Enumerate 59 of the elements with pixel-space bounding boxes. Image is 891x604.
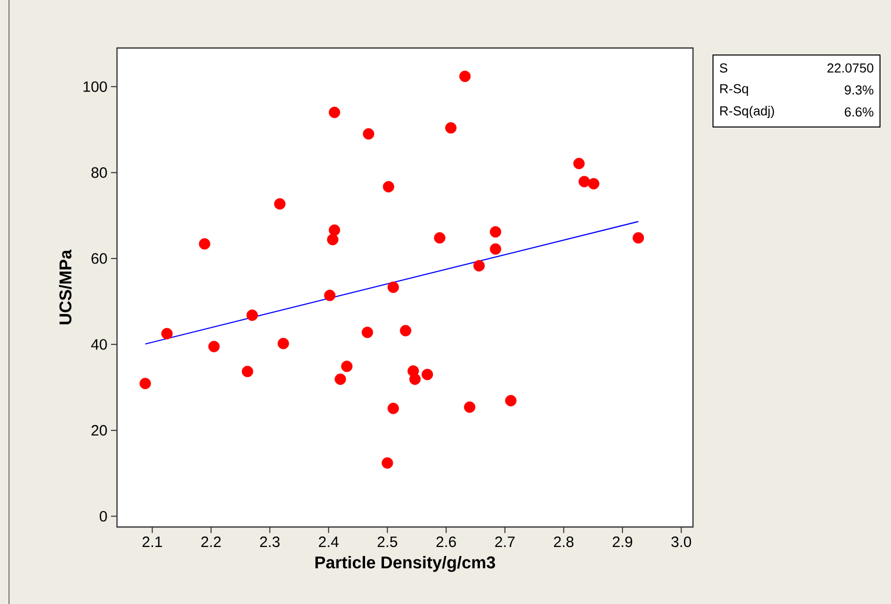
point	[328, 106, 340, 118]
point	[334, 374, 346, 385]
point	[242, 366, 254, 378]
point	[382, 181, 394, 192]
point	[505, 394, 516, 406]
text: R-Sq(adj)	[720, 106, 774, 118]
point	[246, 309, 258, 321]
point	[161, 328, 173, 340]
text: R-Sq	[720, 84, 748, 96]
point	[362, 326, 374, 338]
point	[464, 401, 476, 413]
point	[362, 128, 374, 140]
y-tick-label: 80	[91, 167, 107, 178]
point	[388, 402, 399, 414]
x-tick-label: 2.6	[436, 536, 456, 548]
point	[490, 226, 502, 238]
point	[632, 232, 644, 244]
x-tick-label: 2.1	[142, 536, 162, 547]
point	[140, 378, 151, 390]
text: S	[720, 63, 728, 73]
point	[445, 122, 457, 134]
point	[278, 338, 290, 350]
point	[459, 70, 471, 82]
x-tick-label: 2.9	[612, 536, 632, 548]
point	[573, 158, 585, 170]
point	[274, 198, 286, 210]
y-tick-label: 40	[91, 339, 107, 350]
point	[341, 360, 353, 372]
point	[422, 368, 434, 380]
point	[490, 243, 502, 255]
y-tick-label: 20	[92, 425, 107, 436]
point	[409, 374, 421, 385]
text: 22.0750	[827, 63, 874, 73]
x-tick-label: 2.7	[495, 536, 515, 547]
x-tick-label: 2.5	[378, 536, 398, 548]
point	[400, 324, 412, 336]
x-tick-label: 2.3	[260, 536, 280, 548]
point	[208, 340, 220, 352]
y-tick-label: 60	[92, 253, 107, 264]
point	[388, 282, 399, 293]
y-tick-label: 0	[100, 510, 107, 522]
text: 6.6%	[844, 107, 874, 117]
point	[434, 232, 446, 244]
x-axis-title: Particle Density/g/cm3	[315, 556, 496, 572]
x-tick-label: 2.2	[201, 536, 221, 547]
y-axis-title: UCS/MPa	[58, 250, 72, 324]
y-tick-label: 100	[84, 81, 107, 92]
point	[382, 457, 394, 469]
x-tick-label: 2.4	[318, 536, 339, 547]
point	[328, 224, 340, 236]
text: 9.3%	[844, 85, 874, 95]
point	[578, 176, 590, 188]
x-tick-label: 2.8	[554, 536, 574, 548]
point	[198, 238, 210, 250]
point	[588, 178, 600, 190]
point	[327, 234, 338, 246]
point	[324, 290, 336, 302]
point	[473, 260, 485, 272]
x-tick-label: 3.0	[671, 536, 692, 548]
